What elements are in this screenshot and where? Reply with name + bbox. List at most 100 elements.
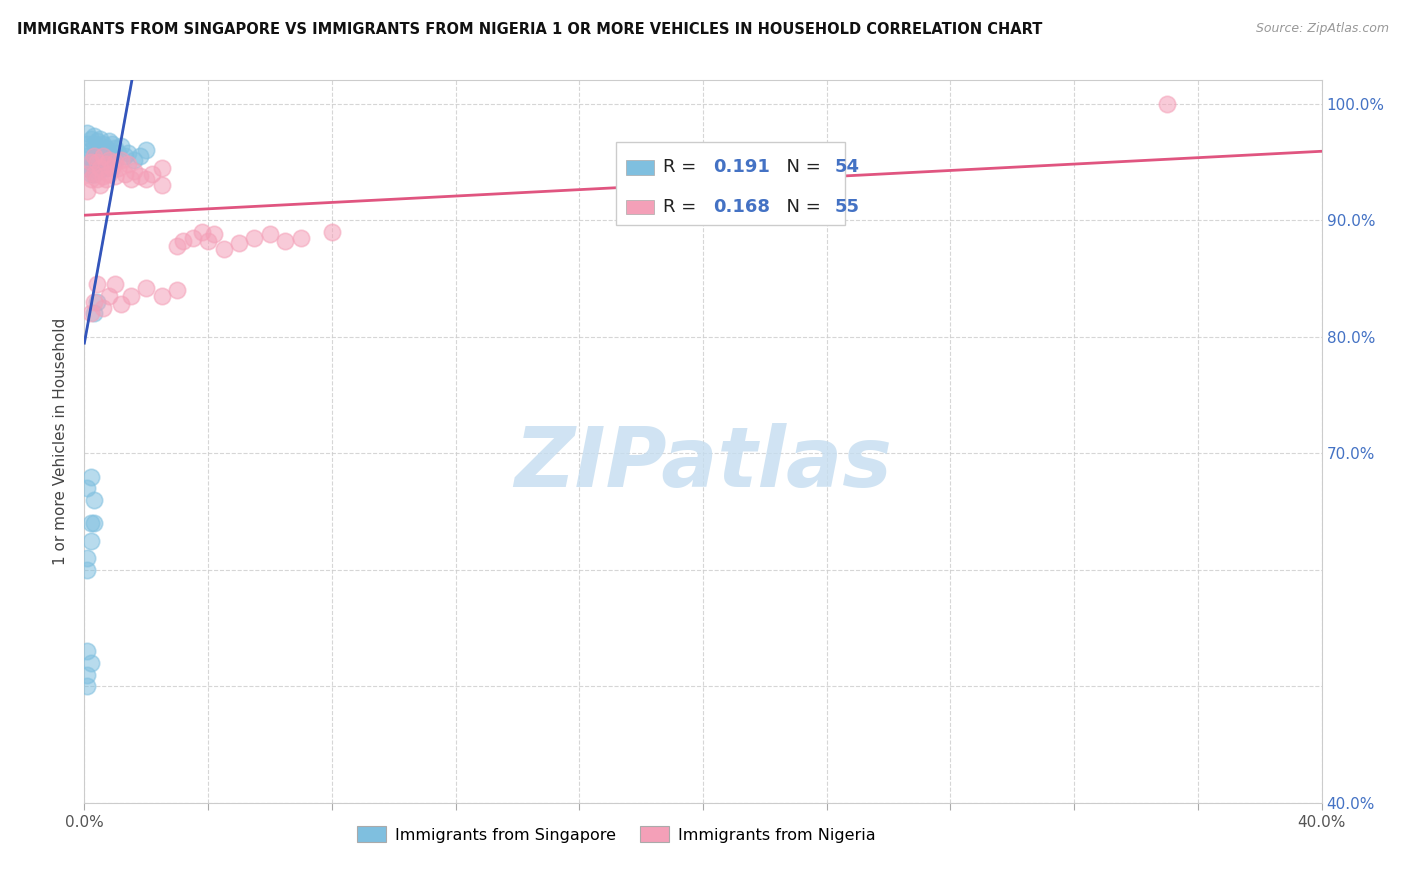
Point (79, 154, 101, 169)
Point (76, 667, 98, 681)
Point (83, 167, 105, 181)
Point (135, 281, 157, 295)
Point (117, 157, 139, 171)
Point (181, 230, 204, 244)
Point (91, 137, 114, 152)
Point (122, 153, 145, 167)
Point (259, 227, 281, 241)
Point (86, 145, 108, 160)
Point (76, 481, 98, 495)
Point (79, 306, 101, 320)
FancyBboxPatch shape (626, 200, 654, 214)
Point (135, 172, 157, 186)
Point (94, 172, 117, 186)
Point (76, 137, 98, 152)
Point (104, 153, 127, 167)
Point (110, 297, 132, 311)
Point (129, 169, 152, 183)
Point (76, 167, 98, 181)
Point (212, 242, 235, 256)
Point (94, 141, 117, 155)
Point (114, 167, 136, 181)
Point (120, 172, 142, 186)
Text: R =: R = (664, 197, 703, 216)
Point (79, 131, 101, 145)
Point (94, 161, 117, 175)
Point (141, 167, 163, 181)
Point (117, 145, 139, 160)
Text: 0.168: 0.168 (713, 197, 770, 216)
Point (197, 234, 219, 248)
Point (274, 234, 297, 248)
Point (79, 469, 101, 483)
Point (86, 164, 108, 178)
Point (86, 294, 108, 309)
Point (228, 236, 250, 251)
Point (129, 149, 152, 163)
Point (202, 227, 225, 241)
Point (114, 149, 136, 163)
Text: R =: R = (664, 158, 703, 176)
Point (83, 306, 105, 320)
Point (135, 143, 157, 157)
Point (86, 172, 108, 186)
FancyBboxPatch shape (626, 161, 654, 175)
Point (86, 154, 108, 169)
Point (94, 150, 117, 164)
FancyBboxPatch shape (616, 142, 845, 225)
Point (79, 172, 101, 186)
Text: 0.191: 0.191 (713, 158, 769, 176)
Point (76, 161, 98, 175)
Point (94, 157, 117, 171)
Point (98, 145, 121, 160)
Point (110, 153, 132, 167)
Point (166, 239, 188, 253)
Point (76, 126, 98, 140)
Text: 54: 54 (834, 158, 859, 176)
Text: IMMIGRANTS FROM SINGAPORE VS IMMIGRANTS FROM NIGERIA 1 OR MORE VEHICLES IN HOUSE: IMMIGRANTS FROM SINGAPORE VS IMMIGRANTS … (17, 22, 1042, 37)
Point (104, 154, 127, 169)
Point (79, 143, 101, 157)
Point (150, 178, 173, 193)
Point (172, 234, 194, 248)
Point (150, 161, 173, 175)
Point (104, 277, 127, 292)
Text: N =: N = (775, 197, 827, 216)
Point (191, 225, 214, 239)
Point (150, 289, 173, 303)
Point (122, 164, 145, 178)
Point (107, 145, 129, 160)
Point (76, 679, 98, 693)
Point (83, 129, 105, 144)
Point (91, 169, 114, 183)
Point (101, 149, 124, 163)
Point (89, 143, 111, 157)
Point (1156, 96, 1178, 111)
Point (76, 551, 98, 566)
Point (91, 157, 114, 171)
Point (83, 167, 105, 181)
Point (120, 289, 142, 303)
Point (290, 230, 312, 244)
Point (79, 154, 101, 169)
Point (83, 157, 105, 171)
Point (91, 301, 114, 315)
Point (79, 167, 101, 181)
Point (86, 134, 108, 148)
Point (91, 149, 114, 163)
Point (86, 277, 108, 292)
Point (243, 230, 266, 244)
Point (83, 149, 105, 163)
Point (83, 516, 105, 530)
Text: ZIPatlas: ZIPatlas (515, 423, 891, 504)
Point (166, 283, 188, 297)
Point (98, 153, 121, 167)
Point (86, 154, 108, 169)
Point (104, 141, 127, 155)
Point (76, 644, 98, 658)
Point (91, 145, 114, 160)
Point (83, 137, 105, 152)
Point (89, 131, 111, 145)
Point (110, 138, 132, 153)
Point (76, 563, 98, 577)
